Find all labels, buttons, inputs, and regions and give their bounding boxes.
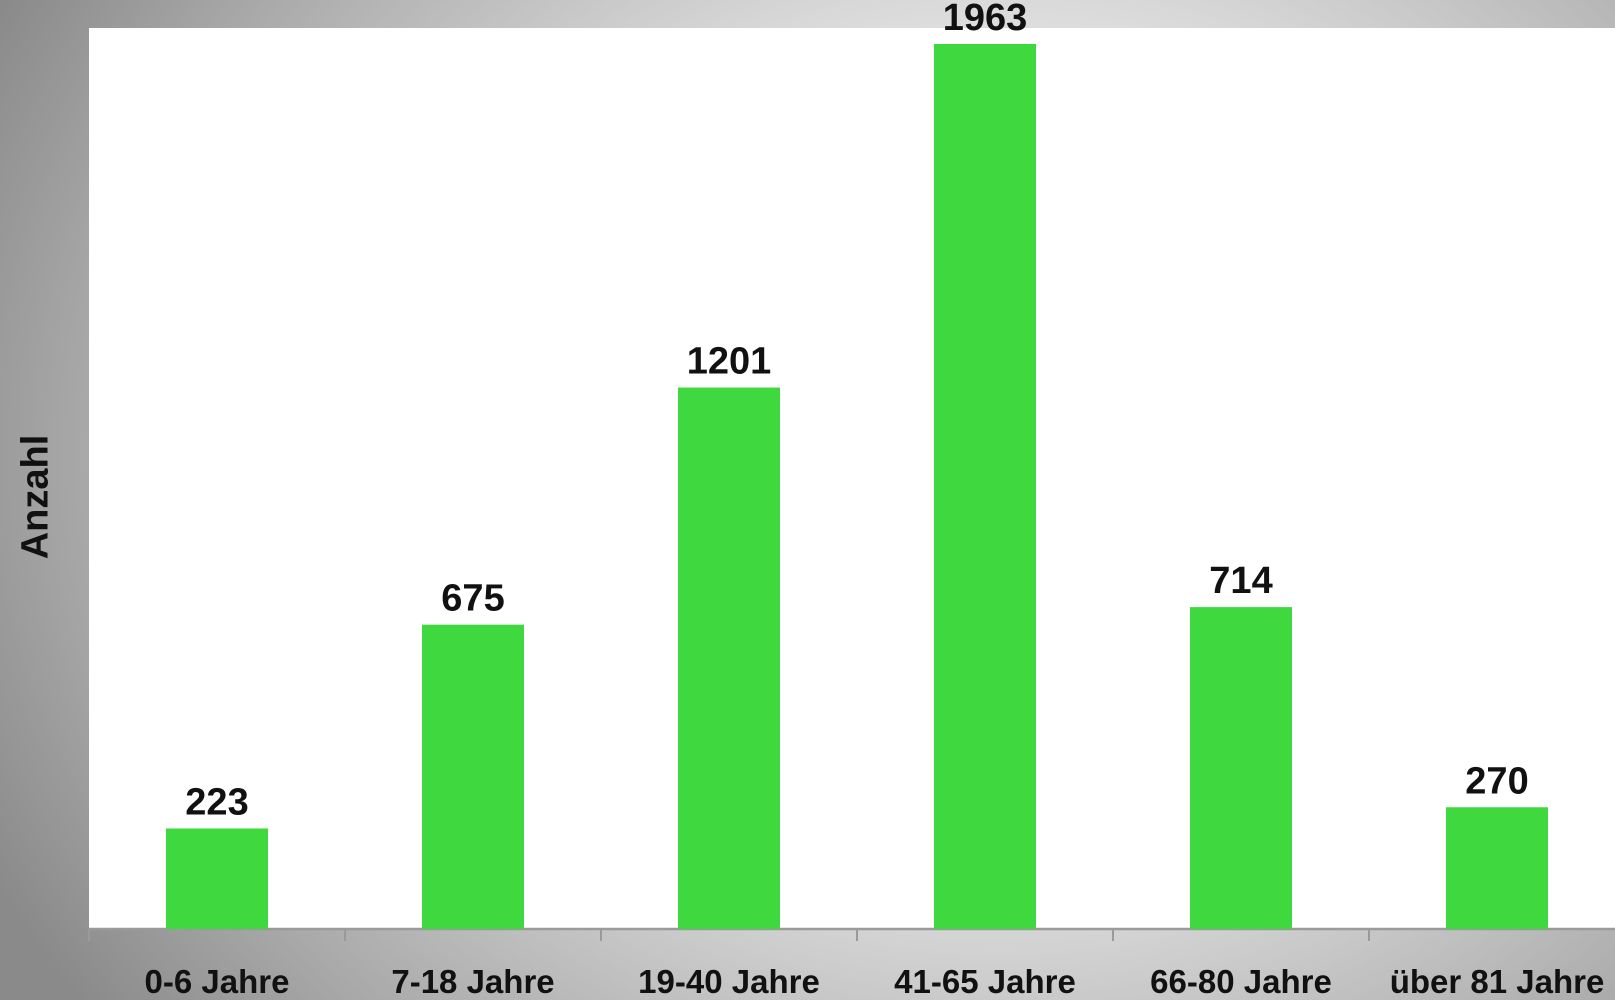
- bar: [166, 828, 268, 929]
- x-tick-label: 7-18 Jahre: [391, 963, 554, 1000]
- x-tick-label: 66-80 Jahre: [1150, 963, 1332, 1000]
- bar: [422, 624, 524, 929]
- x-tick-label: 19-40 Jahre: [638, 963, 820, 1000]
- x-tick-label: 41-65 Jahre: [894, 963, 1076, 1000]
- data-label: 1963: [943, 0, 1028, 39]
- data-label: 223: [185, 781, 248, 823]
- data-label: 1201: [687, 341, 772, 383]
- data-label: 714: [1209, 560, 1272, 602]
- bar: [1446, 807, 1548, 929]
- x-tick-label: über 81 Jahre: [1390, 963, 1605, 1000]
- x-tick-label: 0-6 Jahre: [145, 963, 290, 1000]
- data-label: 675: [441, 578, 504, 620]
- plot-area: [89, 28, 1615, 929]
- data-label: 270: [1465, 760, 1528, 802]
- bar: [678, 387, 780, 929]
- bar: [934, 44, 1036, 929]
- bar: [1190, 607, 1292, 929]
